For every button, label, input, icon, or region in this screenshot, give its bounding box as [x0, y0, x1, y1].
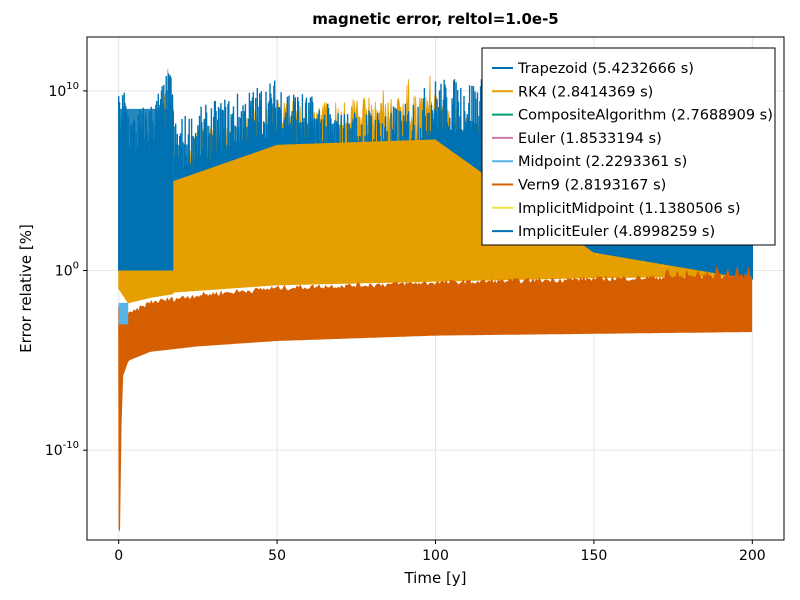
- legend-box: [481, 47, 776, 246]
- axis-ticks: 0 50 100 150 200 1010 100 10-10: [45, 81, 766, 564]
- legend-entry: Midpoint (2.2293361 s): [518, 154, 687, 170]
- series-mark: [119, 265, 753, 532]
- legend-entry: ImplicitMidpoint (1.1380506 s): [518, 201, 741, 217]
- series-mark: [118, 306, 121, 530]
- x-tick-label: 150: [581, 548, 608, 564]
- series-mark: [119, 108, 174, 271]
- series-mark: [118, 302, 129, 325]
- legend-entry: Vern9 (2.8193167 s): [518, 178, 666, 194]
- legend-entry: RK4 (2.8414369 s): [518, 84, 653, 100]
- legend-entry: CompositeAlgorithm (2.7688909 s): [518, 108, 773, 124]
- chart-title: magnetic error, reltol=1.0e-5: [312, 10, 558, 28]
- legend-entry: ImplicitEuler (4.8998259 s): [518, 224, 715, 240]
- x-axis-label: Time [y]: [403, 569, 466, 587]
- legend-entry: Trapezoid (5.4232666 s): [517, 61, 694, 77]
- series-mark: [448, 175, 468, 244]
- legend-entry: Euler (1.8533194 s): [518, 131, 662, 147]
- x-tick-label: 100: [422, 548, 449, 564]
- y-axis-label: Error relative [%]: [17, 224, 35, 353]
- legend: Trapezoid (5.4232666 s) RK4 (2.8414369 s)…: [481, 47, 776, 246]
- y-tick-label: 10-10: [45, 440, 79, 459]
- series-4: [118, 302, 129, 325]
- y-tick-label: 100: [55, 261, 79, 280]
- x-tick-label: 200: [739, 548, 766, 564]
- x-tick-label: 0: [114, 548, 123, 564]
- y-tick-label: 1010: [48, 81, 79, 100]
- x-tick-label: 50: [268, 548, 286, 564]
